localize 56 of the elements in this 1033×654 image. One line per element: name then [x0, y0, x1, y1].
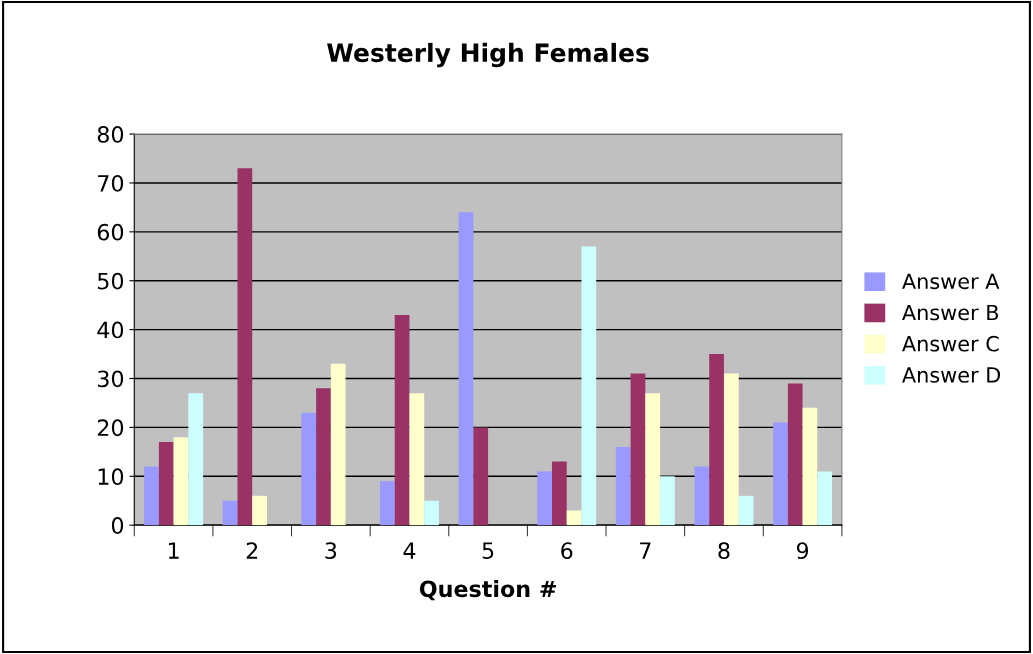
bar: [660, 476, 675, 526]
y-tick-label: 20: [97, 419, 124, 437]
bar: [537, 471, 552, 526]
x-tick-label: 3: [325, 542, 337, 560]
legend-label: Answer B: [902, 304, 999, 321]
bar: [409, 393, 425, 526]
y-tick-label: 80: [97, 126, 124, 143]
bar: [330, 363, 346, 526]
bar: [551, 461, 567, 526]
bar: [316, 388, 331, 526]
bar: [424, 500, 439, 526]
bar: [222, 500, 238, 526]
bar: [817, 471, 833, 526]
bar: [394, 314, 410, 526]
bar: [738, 495, 754, 526]
bar: [473, 427, 489, 526]
y-tick-label: 30: [97, 370, 124, 388]
bar: [458, 212, 474, 526]
bar: [379, 481, 395, 526]
bar: [773, 422, 788, 526]
y-tick-label: 50: [98, 272, 124, 290]
bar: [723, 373, 739, 526]
y-tick-label: 60: [97, 223, 124, 241]
bar: [566, 510, 582, 526]
x-tick-label: 1: [168, 542, 179, 559]
x-tick-label: 7: [640, 542, 651, 559]
bar: [709, 354, 724, 526]
legend-label: Answer D: [902, 367, 1001, 383]
x-tick-label: 5: [482, 542, 494, 560]
y-tick-label: 40: [97, 321, 124, 339]
x-tick-label: 6: [561, 542, 573, 560]
bar: [581, 246, 597, 526]
x-tick-label: 4: [403, 542, 416, 559]
bar: [301, 412, 317, 526]
bar: [144, 466, 159, 526]
y-tick-label: 10: [98, 468, 124, 486]
bar: [252, 495, 267, 526]
y-tick-label: 0: [111, 517, 124, 534]
x-tick-label: 9: [796, 542, 809, 560]
bar: [787, 383, 803, 526]
x-tick-label: 8: [718, 542, 730, 560]
x-tick-label: 2: [246, 542, 258, 559]
bar: [615, 446, 631, 526]
chart-title: Westerly High Females: [327, 42, 649, 68]
legend-label: Answer A: [902, 273, 1000, 290]
x-axis-title: Question #: [419, 580, 556, 601]
bar: [630, 373, 646, 526]
bar: [802, 407, 818, 526]
bar: [158, 442, 174, 526]
bar: [237, 168, 253, 526]
legend-label: Answer C: [902, 335, 999, 352]
bar: [645, 393, 661, 526]
bar: [694, 466, 710, 526]
bar: [173, 437, 189, 526]
y-tick-label: 70: [98, 174, 124, 192]
bar: [188, 393, 204, 526]
